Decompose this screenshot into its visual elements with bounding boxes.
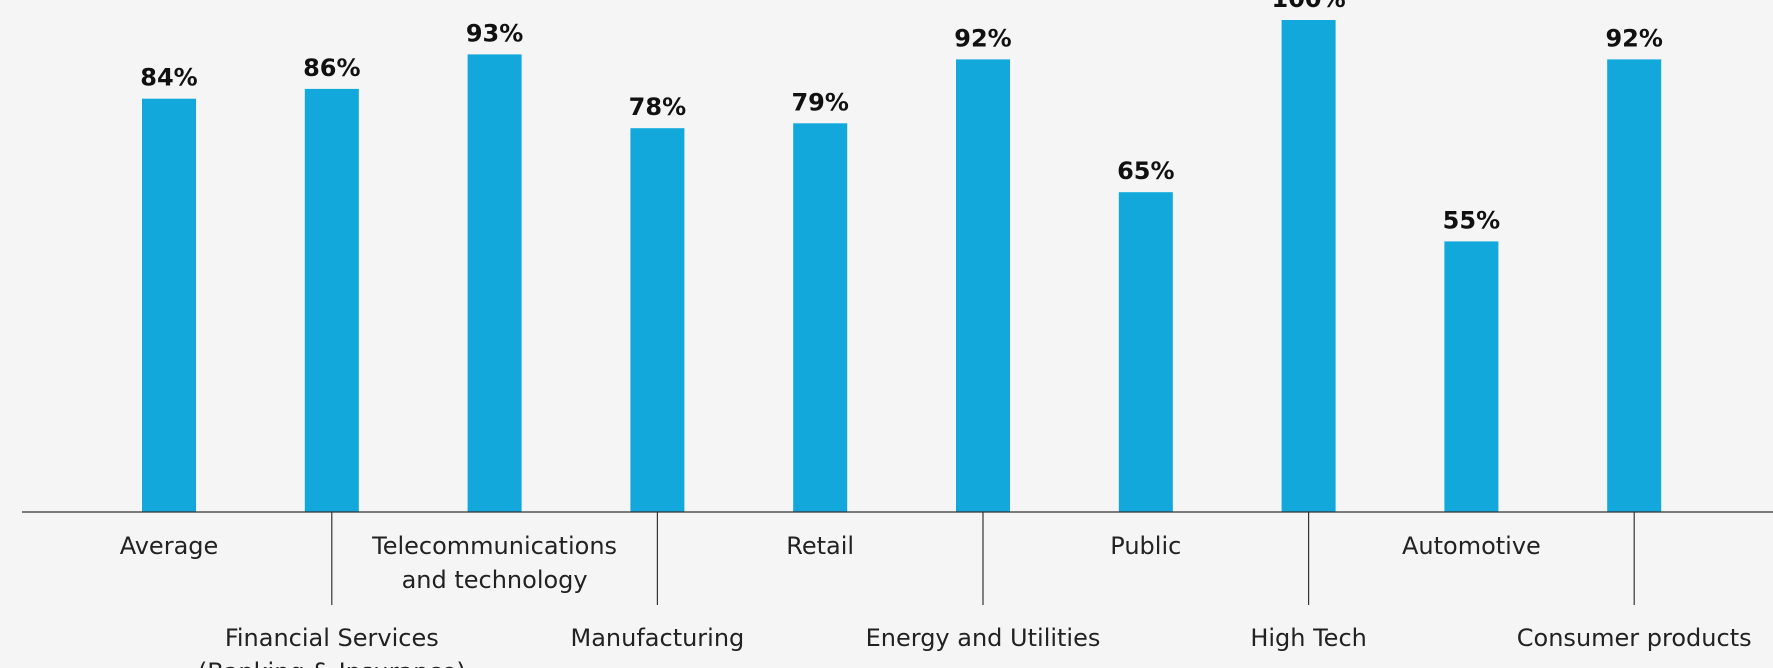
bar-4: [793, 123, 848, 513]
category-label-9: Consumer products: [1517, 624, 1752, 652]
data-label-1: 86%: [303, 54, 360, 82]
data-label-4: 79%: [791, 88, 848, 116]
bar-2: [467, 54, 522, 513]
bar-5: [956, 59, 1010, 513]
data-label-0: 84%: [140, 64, 197, 92]
data-label-8: 55%: [1443, 206, 1500, 234]
bar-6: [1118, 192, 1173, 512]
bars-layer: [142, 20, 1662, 513]
category-label-6: Public: [1110, 532, 1181, 560]
x-axis-layer: Average Financial Services(Banking & Insu…: [22, 511, 1773, 668]
data-label-3: 78%: [629, 93, 686, 121]
data-label-5: 92%: [954, 24, 1011, 52]
bar-9: [1607, 59, 1662, 513]
data-labels-layer: 84% 86% 93% 78% 79% 92% 65% 100% 55% 92%: [140, 0, 1663, 234]
category-label-0: Average: [120, 532, 219, 560]
category-label-2: Telecommunications and technology: [371, 532, 617, 594]
category-label-1: Financial Services(Banking & Insurance): [198, 624, 466, 668]
bar-0: [142, 98, 196, 512]
data-label-9: 92%: [1605, 24, 1662, 52]
category-label-7: High Tech: [1250, 624, 1367, 652]
bar-3: [630, 128, 685, 512]
category-label-8: Automotive: [1402, 532, 1541, 560]
data-label-2: 93%: [466, 19, 523, 47]
data-label-6: 65%: [1117, 157, 1174, 185]
category-label-3: Manufacturing: [571, 624, 745, 652]
bar-8: [1444, 241, 1499, 512]
data-label-7: 100%: [1272, 0, 1346, 13]
category-label-5: Energy and Utilities: [866, 624, 1101, 652]
bar-1: [304, 88, 359, 513]
category-label-4: Retail: [786, 532, 854, 560]
bar-7: [1281, 20, 1336, 512]
